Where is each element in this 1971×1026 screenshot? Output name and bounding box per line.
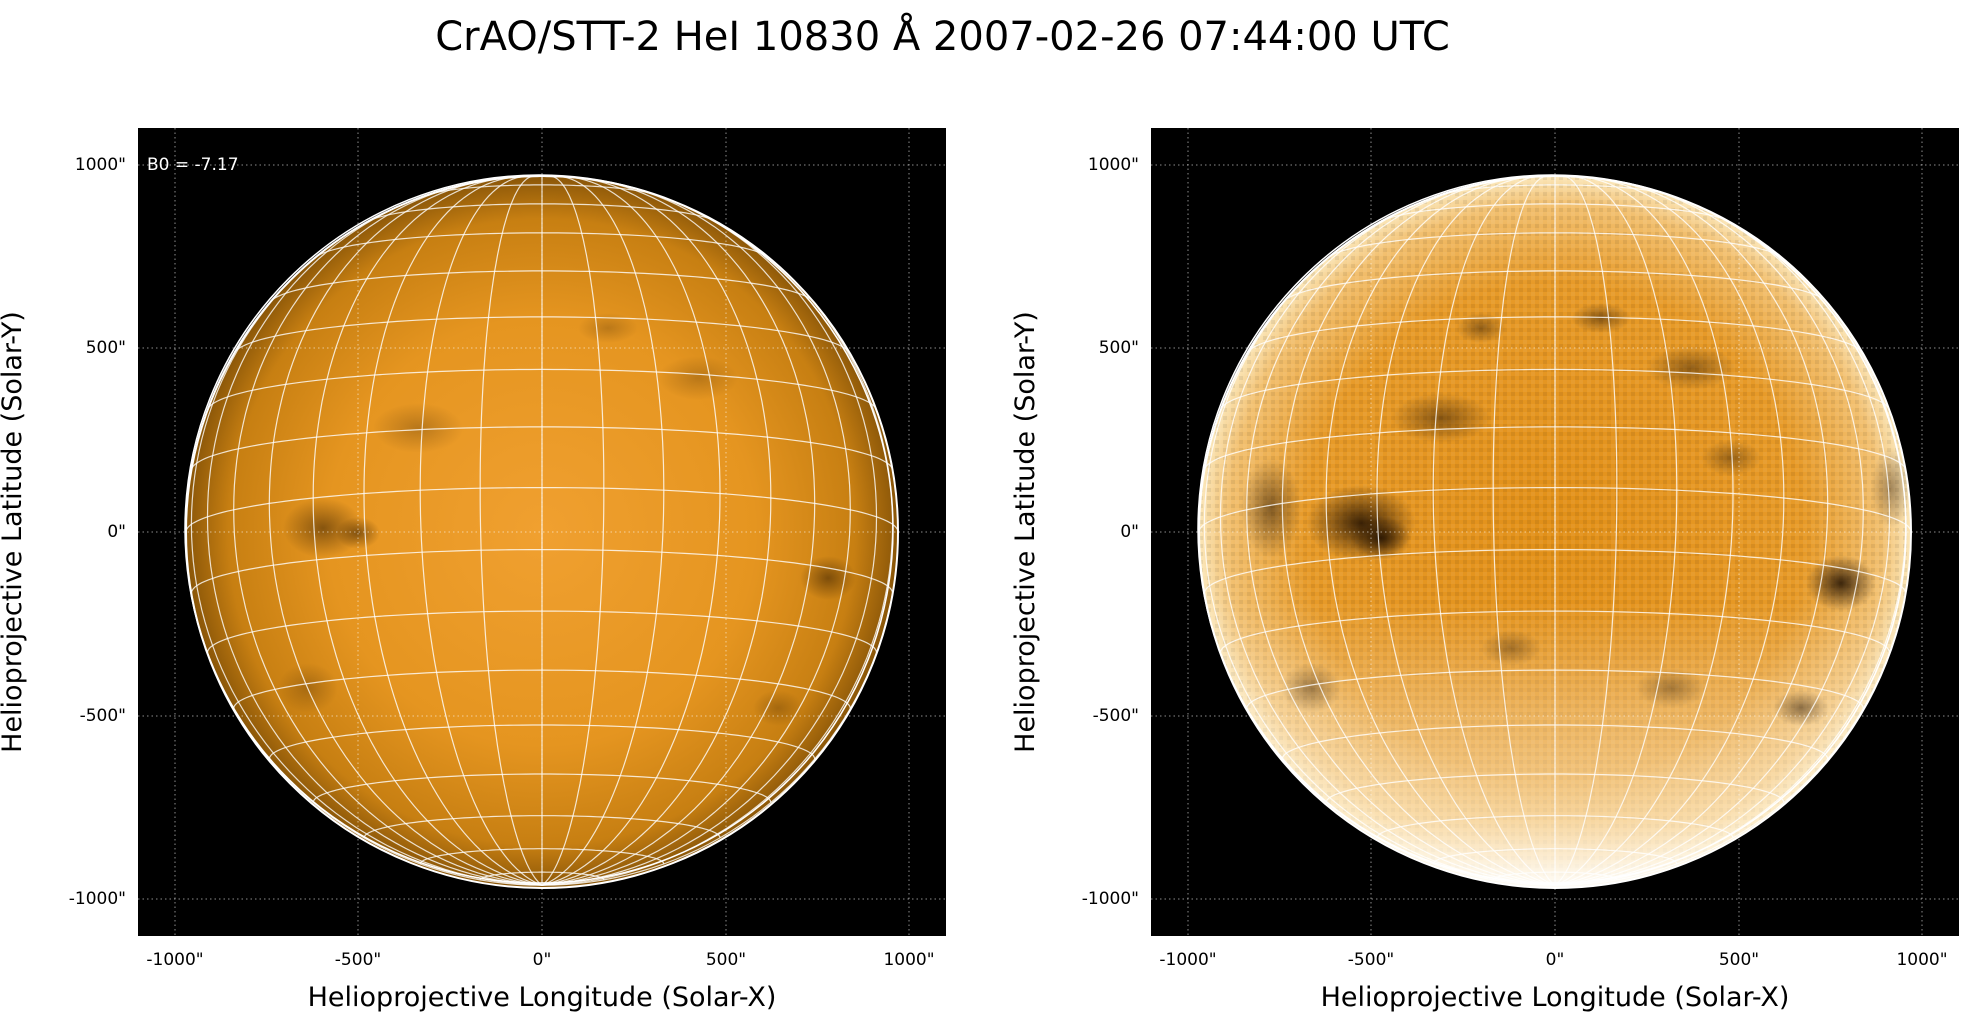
longitude-line [541, 185, 851, 886]
latitude-line [1329, 232, 1781, 258]
y-tick-label: -1000" [1081, 889, 1139, 909]
latitude-line [185, 487, 899, 533]
x-tick-label: 0" [532, 950, 552, 970]
longitude-line [1246, 185, 1556, 886]
longitude-line [233, 185, 543, 886]
x-tick-label: -1000" [146, 950, 204, 970]
limb-outline [1198, 175, 1912, 889]
latitude-line [1432, 848, 1678, 865]
heliographic-grid [1198, 175, 1912, 886]
x-tick-label: 1000" [1896, 950, 1948, 970]
left-solar-map-panel[interactable]: B0 = -7.17 1000" 500" 0" -500" -1000" -1… [0, 128, 946, 1013]
y-tick-label: 500" [85, 338, 126, 358]
longitude-line [1492, 175, 1556, 886]
latitude-line [312, 773, 772, 803]
latitude-line [1198, 487, 1912, 533]
dark-features [278, 313, 856, 726]
latitude-line [1247, 316, 1863, 352]
latitude-line [190, 549, 894, 594]
longitude-line [1554, 176, 1734, 886]
longitude-line [312, 177, 543, 886]
limb-outline-inner [1197, 174, 1907, 884]
x-tick-label: 0" [1545, 950, 1565, 970]
y-tick-label: -500" [1092, 706, 1139, 726]
latitude-line [1382, 203, 1728, 222]
x-tick-label: 1000" [883, 950, 935, 970]
latitude-line [1246, 669, 1864, 709]
figure-title: CrAO/STT-2 HeI 10830 Å 2007-02-26 07:44:… [435, 14, 1450, 60]
longitude-line [419, 175, 543, 886]
latitude-line [1283, 270, 1827, 302]
latitude-line [1325, 773, 1785, 803]
latitude-line [234, 316, 850, 352]
longitude-line [1554, 177, 1785, 886]
longitude-line [1432, 175, 1556, 886]
y-tick-label: 0" [107, 522, 126, 542]
longitude-line [363, 176, 543, 886]
longitude-line [1554, 175, 1618, 886]
latitude-line [369, 203, 715, 222]
y-axis-label: Helioprojective Latitude (Solar-Y) [1010, 311, 1041, 753]
latitude-line [270, 270, 814, 302]
longitude-line [1554, 185, 1864, 886]
right-solar-map-panel[interactable]: 1000" 500" 0" -500" -1000" -1000" -500" … [1010, 128, 1959, 1013]
limb-outline [185, 175, 899, 889]
longitude-line [206, 198, 543, 886]
latitude-line [1376, 815, 1734, 838]
longitude-line [1219, 198, 1556, 886]
x-axis-label: Helioprojective Longitude (Solar-X) [307, 982, 777, 1013]
x-tick-label: 500" [705, 950, 747, 970]
longitude-line [541, 177, 772, 886]
latitude-line [363, 815, 721, 838]
latitude-line [428, 184, 656, 195]
right-solar-map-plot [1151, 128, 1959, 936]
latitude-line [207, 368, 877, 409]
heliographic-grid [185, 175, 899, 886]
longitude-line [1325, 177, 1556, 886]
longitude-line [541, 198, 878, 886]
longitude-line [1554, 198, 1891, 886]
y-tick-label: 1000" [1087, 155, 1139, 175]
latitude-line [419, 848, 665, 865]
y-tick-label: -500" [79, 706, 126, 726]
b0-annotation: B0 = -7.17 [147, 155, 239, 175]
latitude-line [479, 871, 605, 880]
limb-outline-inner [184, 174, 894, 884]
latitude-line [316, 232, 768, 258]
latitude-line [191, 426, 893, 470]
longitude-line [541, 176, 721, 886]
latitude-line [1203, 549, 1907, 594]
x-tick-label: -500" [1347, 950, 1395, 970]
latitude-line [1281, 724, 1829, 760]
latitude-line [1492, 871, 1618, 880]
latitude-line [268, 724, 816, 760]
longitude-line [1376, 176, 1556, 886]
y-tick-label: -1000" [68, 889, 126, 909]
latitude-line [206, 610, 878, 653]
y-axis-label: Helioprojective Latitude (Solar-Y) [0, 311, 28, 753]
longitude-line [541, 175, 665, 886]
y-tick-label: 0" [1120, 522, 1139, 542]
left-solar-map-plot [138, 128, 946, 936]
y-tick-label: 500" [1098, 338, 1139, 358]
x-axis-label: Helioprojective Longitude (Solar-X) [1320, 982, 1790, 1013]
longitude-line [479, 175, 543, 886]
y-tick-label: 1000" [74, 155, 126, 175]
x-tick-label: -500" [334, 950, 382, 970]
latitude-line [1441, 184, 1669, 195]
latitude-line [1219, 610, 1891, 653]
x-tick-label: -1000" [1159, 950, 1217, 970]
longitude-line [541, 175, 605, 886]
latitude-line [1204, 426, 1906, 470]
latitude-line [233, 669, 851, 709]
x-tick-label: 500" [1718, 950, 1760, 970]
latitude-line [1220, 368, 1890, 409]
longitude-line [1554, 175, 1678, 886]
